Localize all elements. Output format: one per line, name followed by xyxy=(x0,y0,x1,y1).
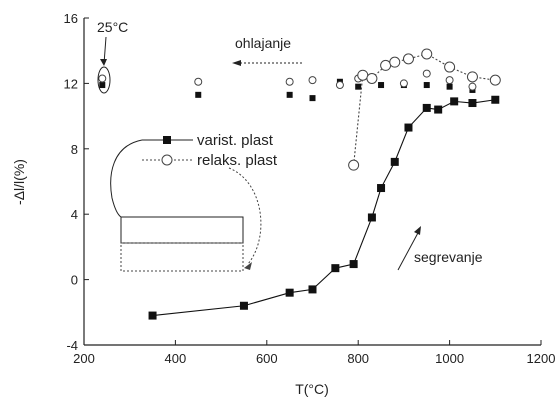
point-heat-0-1 xyxy=(239,301,248,310)
x-tick-label-0: 200 xyxy=(73,351,95,366)
point-cool-1-3 xyxy=(308,76,317,85)
x-tick-label-5: 1200 xyxy=(527,351,555,366)
x-axis-title: T(°C) xyxy=(295,381,329,397)
temp-arrow-head xyxy=(100,59,107,66)
legend-label-varist: varist. plast xyxy=(197,132,274,149)
heating-label: segrevanje xyxy=(414,249,483,265)
point-heat-0-7 xyxy=(377,184,386,193)
point-cool-1-4 xyxy=(335,81,344,90)
point-heat-0-14 xyxy=(491,95,500,104)
point-cool-1-8 xyxy=(445,76,454,85)
point-heat-0-2 xyxy=(285,288,294,297)
point-cool-0-1 xyxy=(195,91,202,98)
temp-label: 25°C xyxy=(97,19,128,35)
point-heat-1-3 xyxy=(380,59,392,71)
specimen-relaks xyxy=(120,242,244,272)
annotation-25c: 25°C xyxy=(97,19,128,94)
x-ticks: 200 400 600 800 1000 1200 xyxy=(73,340,555,366)
point-heat-0-9 xyxy=(404,123,413,132)
annotation-heating: segrevanje xyxy=(397,226,483,271)
point-heat-1-4 xyxy=(389,56,401,68)
y-tick-label-2: 4 xyxy=(71,207,78,222)
legend-connector-arrow-head xyxy=(244,262,252,270)
point-cool-0-2 xyxy=(286,91,293,98)
series-layer xyxy=(98,48,501,320)
y-tick-label-1: 0 xyxy=(71,273,78,288)
point-heat-1-9 xyxy=(489,74,501,86)
point-cool-0-5 xyxy=(355,83,362,90)
point-cool-1-7 xyxy=(422,69,431,78)
legend-marker-varist xyxy=(163,136,171,144)
point-cool-1-6 xyxy=(399,79,408,88)
point-cool-1-2 xyxy=(285,77,294,86)
x-tick-label-4: 1000 xyxy=(435,351,464,366)
y-ticks: -4 0 4 8 12 16 xyxy=(64,11,89,353)
plot-frame xyxy=(83,18,541,346)
annotation-cooling: ohlajanje xyxy=(232,35,302,66)
cooling-arrow-head xyxy=(232,60,241,66)
point-heat-0-8 xyxy=(390,157,399,166)
point-heat-0-5 xyxy=(349,260,358,269)
y-tick-label-4: 12 xyxy=(64,76,78,91)
point-cool-1-0 xyxy=(98,74,107,83)
y-axis-title: -Δl/l(%) xyxy=(11,159,27,205)
point-cool-0-9 xyxy=(446,83,453,90)
point-heat-0-10 xyxy=(422,103,431,112)
point-heat-1-6 xyxy=(421,48,433,60)
legend-connector-relaks xyxy=(228,167,262,265)
point-heat-0-3 xyxy=(308,285,317,294)
legend-label-relaks: relaks. plast xyxy=(197,152,278,169)
point-heat-0-12 xyxy=(450,97,459,106)
point-cool-1-9 xyxy=(468,82,477,91)
temp-ellipse xyxy=(97,66,111,94)
point-cool-0-8 xyxy=(423,82,430,89)
point-heat-1-0 xyxy=(348,159,360,171)
point-cool-1-1 xyxy=(194,77,203,86)
legend-connector-varist xyxy=(110,139,143,218)
point-heat-1-7 xyxy=(444,61,456,73)
point-heat-0-13 xyxy=(468,99,477,108)
x-tick-label-2: 600 xyxy=(256,351,278,366)
y-tick-label-3: 8 xyxy=(71,142,78,157)
cooling-label: ohlajanje xyxy=(235,35,291,51)
y-tick-label-0: -4 xyxy=(66,338,78,353)
x-tick-label-1: 400 xyxy=(165,351,187,366)
point-heat-0-11 xyxy=(434,105,443,114)
point-heat-1-8 xyxy=(466,71,478,83)
heating-arrow xyxy=(397,230,420,271)
x-tick-label-3: 800 xyxy=(347,351,369,366)
point-cool-0-6 xyxy=(378,82,385,89)
legend: varist. plast relaks. plast xyxy=(110,132,278,272)
specimen-varist xyxy=(120,216,244,244)
point-heat-0-0 xyxy=(148,311,157,320)
point-heat-1-1 xyxy=(357,69,369,81)
point-heat-0-6 xyxy=(367,213,376,222)
y-tick-label-5: 16 xyxy=(64,11,78,26)
heating-arrow-head xyxy=(414,226,421,235)
point-cool-0-0 xyxy=(99,82,106,89)
legend-marker-relaks xyxy=(161,154,173,166)
point-heat-1-5 xyxy=(402,53,414,65)
point-heat-0-4 xyxy=(331,264,340,273)
series-varist xyxy=(99,78,500,320)
point-heat-1-2 xyxy=(366,72,378,84)
point-cool-0-3 xyxy=(309,95,316,102)
series-line-1 xyxy=(353,53,496,166)
series-relaks xyxy=(98,48,501,171)
